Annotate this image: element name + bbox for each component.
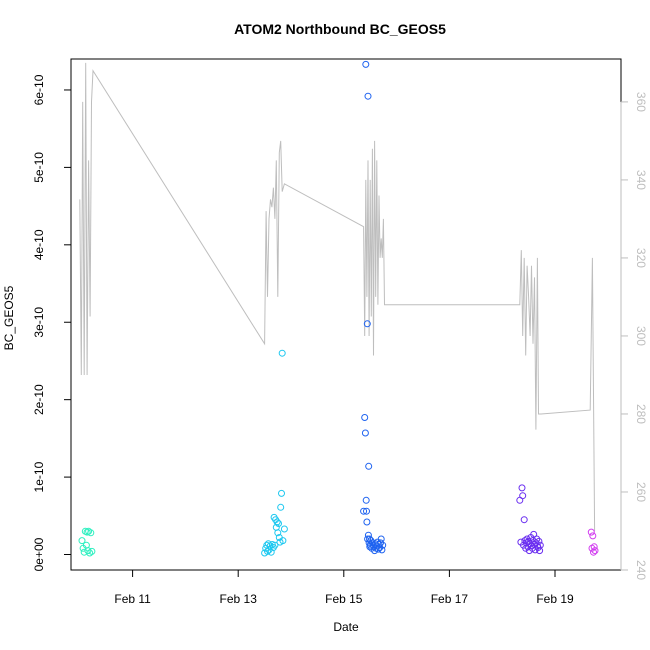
secondary-line-layer xyxy=(79,62,596,532)
plot-border xyxy=(70,58,622,571)
data-point-s1-22 xyxy=(279,537,287,545)
data-point-s1-21 xyxy=(278,349,286,357)
points-layer xyxy=(78,60,599,557)
y-axis-right: 240 260 280 300 320 340 360 xyxy=(620,92,648,580)
data-point-s4-2 xyxy=(589,532,597,540)
data-point-s2-3 xyxy=(362,60,370,68)
secondary-series-line xyxy=(79,62,596,532)
y-axis-label: BC_GEOS5 xyxy=(2,285,16,350)
x-tick-label-3: Feb 17 xyxy=(431,592,469,606)
data-point-s2-7 xyxy=(363,320,371,328)
x-axis: Feb 11 Feb 13 Feb 15 Feb 17 Feb 19 xyxy=(114,569,574,606)
data-point-s2-0 xyxy=(360,507,368,515)
data-point-s2-29 xyxy=(377,539,384,547)
data-point-s1-16 xyxy=(275,520,282,527)
data-point-s2-32 xyxy=(379,541,387,549)
data-point-s0-10 xyxy=(88,547,96,555)
y-right-tick-label-2: 280 xyxy=(634,404,648,424)
x-axis-label: Date xyxy=(333,620,359,634)
x-tick-label-0: Feb 11 xyxy=(114,592,151,606)
data-point-s1-11 xyxy=(271,541,279,549)
data-point-s4-5 xyxy=(591,547,599,555)
y-right-tick-label-6: 360 xyxy=(634,92,648,112)
x-tick-label-1: Feb 13 xyxy=(220,592,258,606)
y-left-tick-label-3: 3e-10 xyxy=(32,307,46,338)
data-point-s1-14 xyxy=(273,518,281,526)
data-point-s3-27 xyxy=(536,541,544,549)
data-point-s2-8 xyxy=(364,535,372,543)
data-point-s3-25 xyxy=(535,537,543,545)
y-left-tick-label-4: 4e-10 xyxy=(32,229,46,260)
data-point-s2-5 xyxy=(363,507,370,515)
data-point-s3-22 xyxy=(533,535,541,543)
chart-title: ATOM2 Northbound BC_GEOS5 xyxy=(234,21,446,37)
data-point-s1-23 xyxy=(280,525,288,533)
y-left-tick-label-5: 5e-10 xyxy=(32,152,46,183)
data-point-s1-19 xyxy=(277,503,285,511)
data-point-s2-11 xyxy=(365,462,373,470)
y-left-tick-label-2: 2e-10 xyxy=(32,384,46,415)
data-point-s2-4 xyxy=(362,496,370,504)
data-point-s2-2 xyxy=(361,429,369,437)
y-axis-left: 0e+00 1e-10 2e-10 3e-10 4e-10 5e-10 6e-10 xyxy=(32,74,72,571)
data-point-s2-26 xyxy=(374,545,382,553)
x-tick-label-2: Feb 15 xyxy=(325,592,363,606)
y-right-tick-label-0: 240 xyxy=(634,560,648,580)
data-point-s0-9 xyxy=(87,529,95,537)
data-point-s3-5 xyxy=(520,516,528,524)
data-point-s3-26 xyxy=(536,547,544,555)
data-point-s4-0 xyxy=(587,528,595,536)
data-point-s1-15 xyxy=(274,529,282,537)
y-left-tick-label-1: 1e-10 xyxy=(32,461,46,492)
data-point-s0-0 xyxy=(78,537,86,545)
y-right-tick-label-4: 320 xyxy=(634,248,648,268)
data-point-s3-2 xyxy=(518,484,526,492)
y-left-tick-label-0: 0e+00 xyxy=(32,537,46,571)
x-tick-label-4: Feb 19 xyxy=(536,592,574,606)
data-point-s1-3 xyxy=(264,547,271,555)
data-point-s2-6 xyxy=(363,518,371,526)
data-point-s2-1 xyxy=(361,414,369,421)
data-point-s4-3 xyxy=(590,548,597,556)
data-point-s1-20 xyxy=(278,489,285,497)
y-left-tick-label-6: 6e-10 xyxy=(32,74,46,105)
data-point-s2-31 xyxy=(378,546,386,554)
data-point-s0-8 xyxy=(86,549,94,557)
data-point-s3-3 xyxy=(519,492,527,500)
data-point-s2-9 xyxy=(364,92,372,100)
y-right-tick-label-3: 300 xyxy=(634,326,648,346)
y-right-tick-label-5: 340 xyxy=(634,170,648,190)
data-point-s2-30 xyxy=(377,535,385,543)
data-point-s4-4 xyxy=(590,543,598,551)
y-right-tick-label-1: 260 xyxy=(634,482,648,502)
